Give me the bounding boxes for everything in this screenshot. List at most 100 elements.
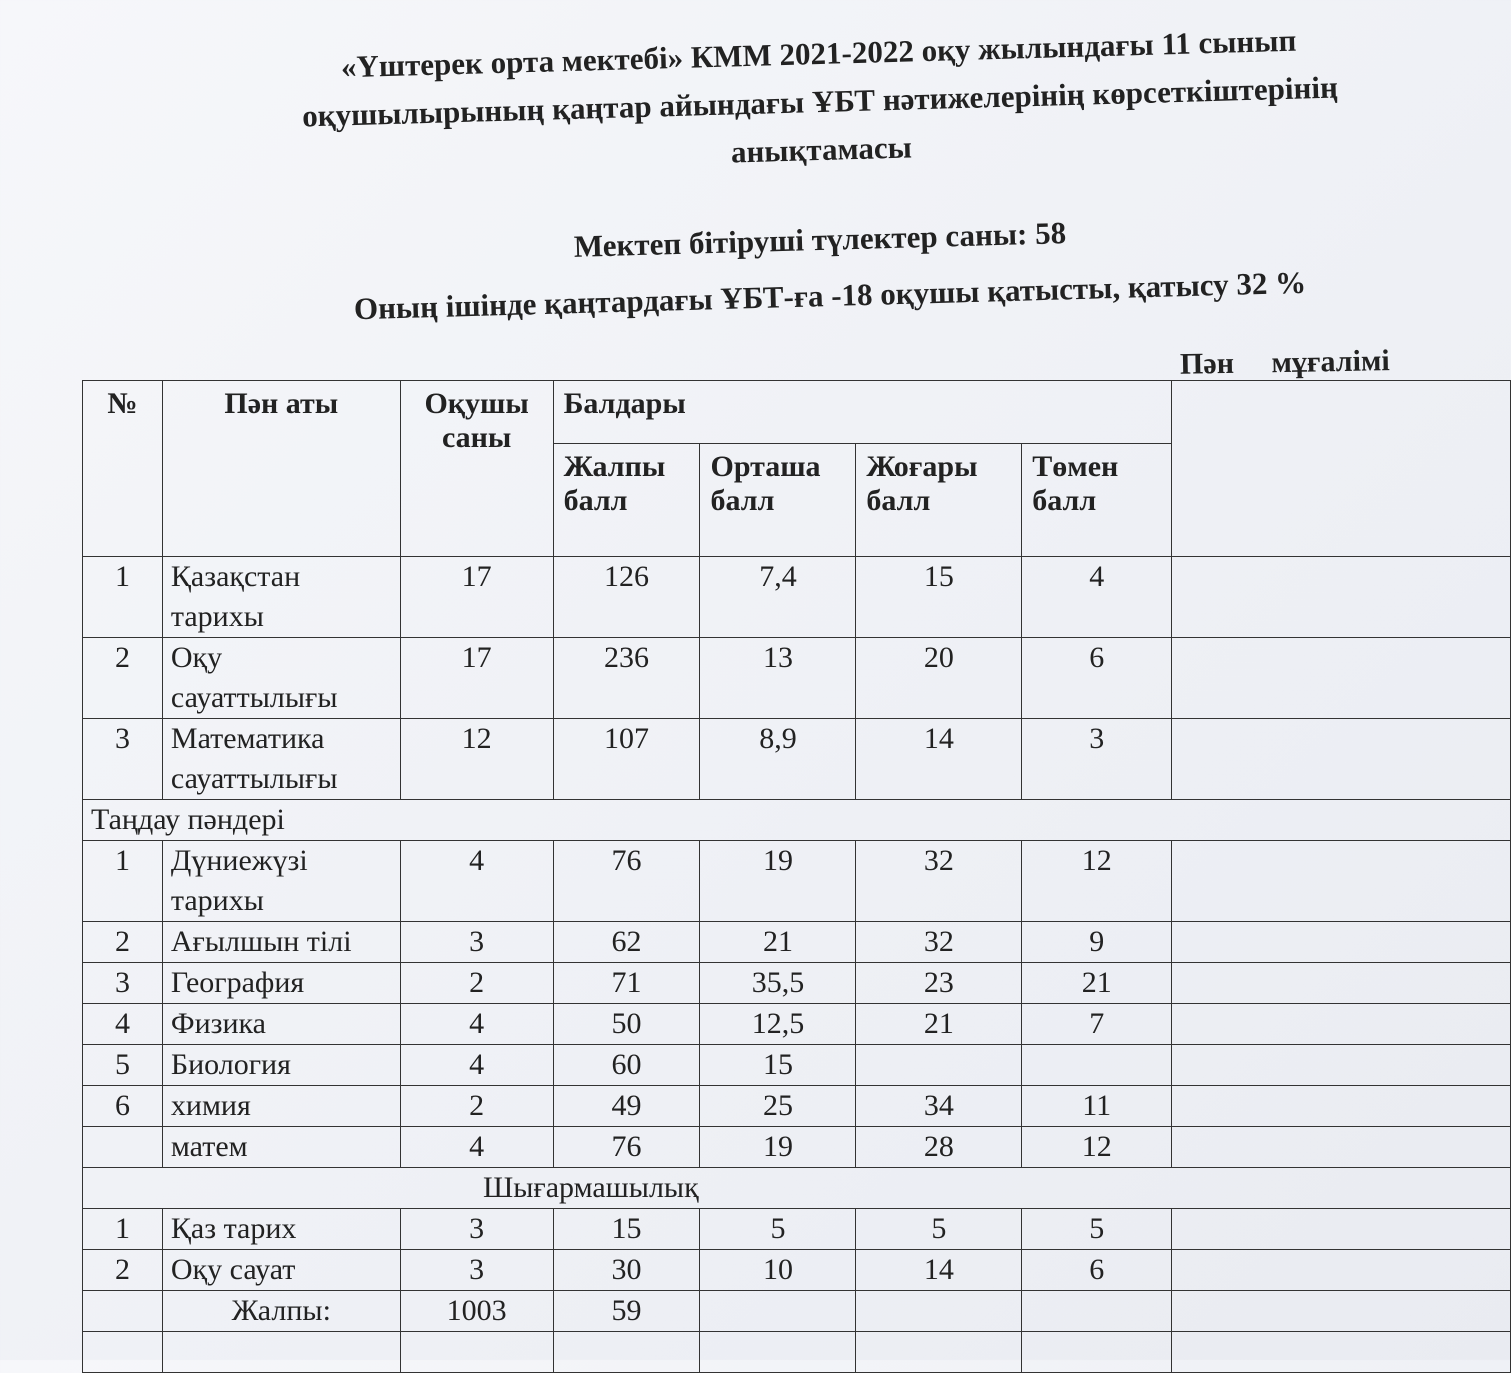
total-score: 59	[552, 1290, 701, 1332]
cell-num: 2	[82, 637, 163, 719]
table-row: 2 Ағылшын тілі 3 62 21 32 9	[82, 921, 1511, 963]
cell-average: 15	[699, 1044, 857, 1086]
cell-high: 34	[855, 1085, 1023, 1127]
cell-high: 5	[855, 1208, 1023, 1250]
section-heading: Шығармашылық	[82, 1167, 1511, 1209]
table-row: 1 Қазақстан тарихы 17 126 7,4 15 4	[82, 556, 1511, 638]
cell-high: 15	[855, 556, 1023, 638]
cell-subject: Ағылшын тілі	[161, 921, 401, 963]
cell-num: 1	[82, 556, 163, 638]
cell-total: 76	[552, 1126, 701, 1168]
cell-average: 5	[699, 1208, 857, 1250]
cell-total: 126	[552, 556, 701, 638]
header-scores: Балдары	[552, 380, 1173, 444]
table-row: 2 Оқу сауат 3 30 10 14 6	[82, 1249, 1511, 1291]
cell-num: 3	[82, 962, 163, 1004]
empty-cell	[855, 1290, 1023, 1332]
cell-students: 2	[399, 962, 554, 1004]
cell-low: 11	[1021, 1085, 1173, 1127]
cell-low: 3	[1021, 718, 1173, 800]
cell-average: 35,5	[699, 962, 857, 1004]
cell-students: 4	[399, 1044, 554, 1086]
cell-high: 32	[855, 921, 1023, 963]
empty-cell	[1021, 1290, 1173, 1332]
cell-high: 14	[855, 1249, 1023, 1291]
header-low: Төмен балл	[1021, 443, 1173, 557]
table-row: матем 4 76 19 28 12	[82, 1126, 1511, 1168]
cell-low: 6	[1021, 637, 1173, 719]
empty-cell	[855, 1331, 1023, 1373]
cell-teacher	[1171, 1208, 1511, 1250]
cell-num: 5	[82, 1044, 163, 1086]
cell-total: 49	[552, 1085, 701, 1127]
empty-cell	[699, 1331, 857, 1373]
cell-average: 13	[699, 637, 857, 719]
empty-cell	[699, 1290, 857, 1332]
cell-low: 6	[1021, 1249, 1173, 1291]
table-row: 4 Физика 4 50 12,5 21 7	[82, 1003, 1511, 1045]
cell-low: 7	[1021, 1003, 1173, 1045]
cell-total: 50	[552, 1003, 701, 1045]
cell-high: 14	[855, 718, 1023, 800]
cell-subject: Биология	[161, 1044, 401, 1086]
empty-cell	[1021, 1331, 1173, 1373]
cell-students: 3	[399, 921, 554, 963]
cell-students: 2	[399, 1085, 554, 1127]
empty-cell	[161, 1331, 401, 1373]
cell-teacher	[1171, 1044, 1511, 1086]
cell-students: 17	[399, 556, 554, 638]
teacher-header: Пән мұғалімі	[1179, 344, 1390, 381]
table-row: 2 Оқу сауаттылығы 17 236 13 20 6	[82, 637, 1511, 719]
header-average: Орташа балл	[699, 443, 857, 557]
cell-subject: Физика	[161, 1003, 401, 1045]
cell-subject: Дүниежүзі тарихы	[161, 840, 401, 922]
header-total: Жалпы балл	[552, 443, 701, 557]
cell-high	[855, 1044, 1023, 1086]
cell-teacher	[1171, 637, 1511, 719]
table-row: 3 География 2 71 35,5 23 21	[82, 962, 1511, 1004]
empty-cell	[1171, 1290, 1511, 1332]
cell-num: 2	[82, 921, 163, 963]
cell-low: 5	[1021, 1208, 1173, 1250]
cell-subject: химия	[161, 1085, 401, 1127]
cell-students: 3	[399, 1249, 554, 1291]
cell-low: 12	[1021, 840, 1173, 922]
cell-students: 12	[399, 718, 554, 800]
cell-low: 9	[1021, 921, 1173, 963]
cell-num	[82, 1126, 163, 1168]
cell-subject: Қазақстан тарихы	[161, 556, 401, 638]
header-num: №	[82, 380, 163, 557]
graduates-count: Мектеп бітіруші түлектер саны: 58	[573, 215, 1067, 264]
cell-num: 4	[82, 1003, 163, 1045]
cell-total: 62	[552, 921, 701, 963]
cell-average: 21	[699, 921, 857, 963]
table-row: 1 Дүниежүзі тарихы 4 76 19 32 12	[82, 840, 1511, 922]
cell-teacher	[1171, 1249, 1511, 1291]
cell-subject: География	[161, 962, 401, 1004]
cell-total: 76	[552, 840, 701, 922]
results-table: № Пән аты Оқушы саны Балдары Жалпы балл …	[82, 380, 1511, 1373]
cell-num: 3	[82, 718, 163, 800]
cell-subject: Қаз тарих	[161, 1208, 401, 1250]
cell-total: 30	[552, 1249, 701, 1291]
document-title: «Үштерек орта мектебі» КММ 2021-2022 оқу…	[301, 22, 1339, 170]
cell-average: 7,4	[699, 556, 857, 638]
cell-total: 71	[552, 962, 701, 1004]
cell-subject: матем	[161, 1126, 401, 1168]
cell-teacher	[1171, 1003, 1511, 1045]
total-row: Жалпы: 1003 59	[82, 1290, 1511, 1332]
empty-cell	[82, 1290, 163, 1332]
participation-summary: Оның ішінде қаңтардағы ҰБТ-ға -18 оқушы …	[353, 264, 1307, 327]
cell-subject: Оқу сауаттылығы	[161, 637, 401, 719]
table-row: 1 Қаз тарих 3 15 5 5 5	[82, 1208, 1511, 1250]
header-students: Оқушы саны	[399, 380, 554, 557]
cell-students: 3	[399, 1208, 554, 1250]
cell-average: 8,9	[699, 718, 857, 800]
cell-high: 21	[855, 1003, 1023, 1045]
cell-students: 4	[399, 1003, 554, 1045]
cell-students: 4	[399, 1126, 554, 1168]
cell-subject: Оқу сауат	[161, 1249, 401, 1291]
empty-cell	[399, 1331, 554, 1373]
cell-students: 17	[399, 637, 554, 719]
cell-low: 12	[1021, 1126, 1173, 1168]
